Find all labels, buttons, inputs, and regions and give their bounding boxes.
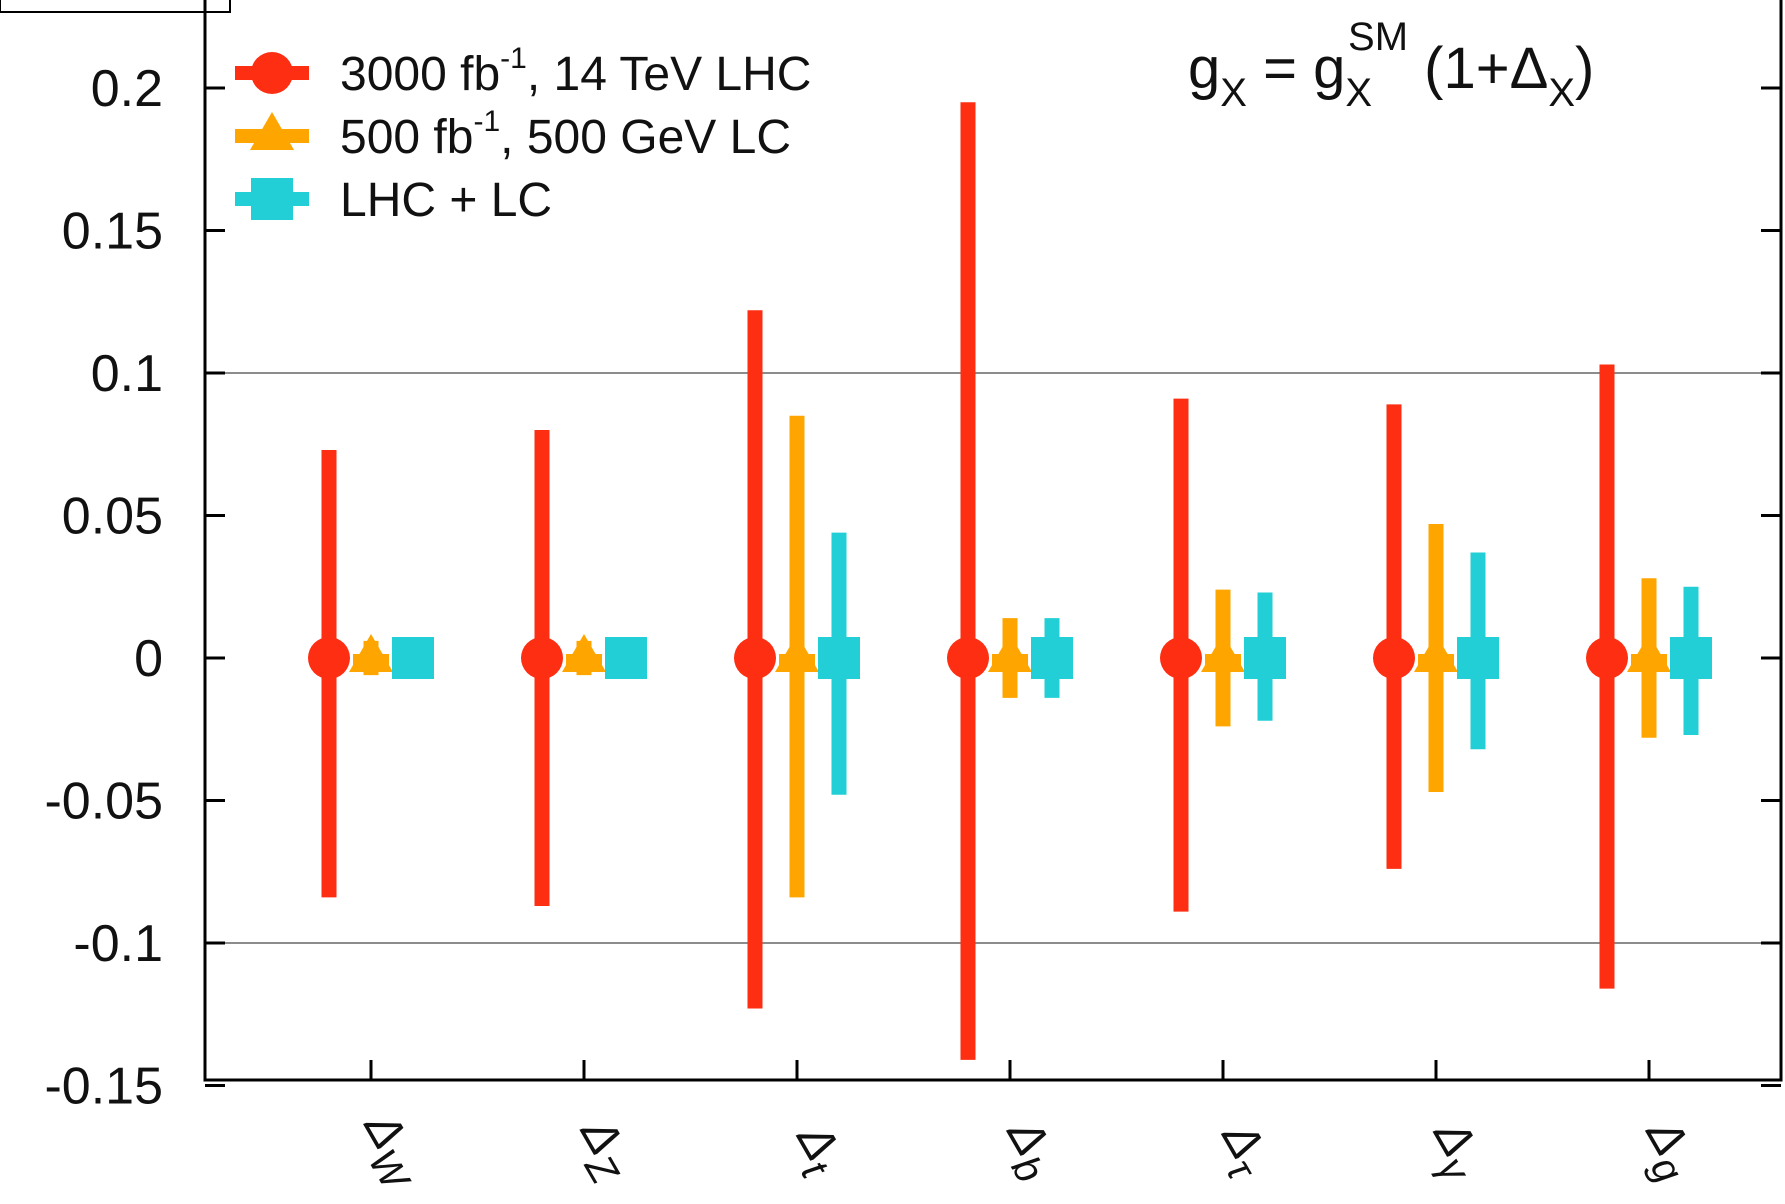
legend-label: 3000 fb-1, 14 TeV LHC — [340, 42, 811, 101]
data-point-triangle-cap — [779, 654, 815, 670]
formula-subscript: X — [1345, 71, 1372, 115]
data-point-triangle-cap — [1205, 654, 1241, 670]
data-point-circle — [1586, 637, 1628, 679]
legend-item: 3000 fb-1, 14 TeV LHC — [235, 42, 811, 101]
legend-label-sup: -1 — [473, 105, 500, 138]
data-point-circle — [1160, 637, 1202, 679]
x-category-label: Δg — [1625, 1110, 1709, 1191]
corner-box — [0, 0, 231, 13]
data-point-triangle-cap — [1418, 654, 1454, 670]
data-point-triangle-cap — [353, 654, 389, 670]
series-1 — [349, 415, 1671, 898]
data-point-circle — [308, 637, 350, 679]
x-category-label: Δτ — [1201, 1113, 1283, 1190]
data-point-triangle-cap — [992, 654, 1028, 670]
data-point-square — [1244, 637, 1286, 679]
data-point-square — [1031, 637, 1073, 679]
x-category-label: Δt — [776, 1114, 855, 1187]
formula-superscript: SM — [1348, 15, 1408, 59]
legend-label-main: 3000 fb — [340, 48, 500, 101]
y-axis: -0.15 -0.1 -0.05 0 0.05 0.1 0.15 0.2 — [44, 60, 1781, 1116]
formula-part: g — [1313, 36, 1345, 101]
formula-subscript: X — [1220, 71, 1247, 115]
y-tick-label: -0.05 — [44, 773, 163, 831]
data-point-circle — [1373, 637, 1415, 679]
data-point-triangle-cap — [566, 654, 602, 670]
formula-subscript: X — [1548, 71, 1575, 115]
y-tick-label: -0.1 — [73, 915, 163, 973]
y-tick-label: 0.2 — [91, 60, 163, 118]
gridlines — [205, 372, 1781, 944]
legend-label: LHC + LC — [340, 174, 552, 227]
series-0 — [308, 102, 1628, 1060]
legend-label-rest: , 14 TeV LHC — [527, 48, 812, 101]
legend-label-main: 500 fb — [340, 111, 473, 164]
data-point-triangle-cap — [1631, 654, 1667, 670]
legend-item: LHC + LC — [235, 174, 552, 227]
legend-label-main: LHC + LC — [340, 174, 552, 227]
data-point-circle — [734, 637, 776, 679]
formula-part: Δ — [1510, 36, 1549, 101]
y-tick-label: 0.05 — [62, 488, 163, 546]
data-series — [308, 102, 1712, 1060]
data-point-circle — [947, 637, 989, 679]
formula-part: ) — [1575, 36, 1594, 101]
y-tick-label: 0 — [134, 630, 163, 688]
legend-label: 500 fb-1, 500 GeV LC — [340, 105, 791, 164]
y-tick-label: 0.15 — [62, 203, 163, 261]
formula-text: gX = gXSM (1+ΔX) — [1188, 15, 1594, 115]
formula-annotation: gX = gXSM (1+ΔX) — [1188, 15, 1594, 115]
legend-label-rest: , 500 GeV LC — [500, 111, 791, 164]
plot-area-frame — [203, 0, 1783, 1082]
x-category-label: Δb — [986, 1110, 1070, 1191]
y-tick-label: -0.15 — [44, 1058, 163, 1116]
data-point-square — [392, 637, 434, 679]
data-point-square — [818, 637, 860, 679]
series-2 — [392, 532, 1712, 795]
data-point-square — [1457, 637, 1499, 679]
x-category-label: Δγ — [1413, 1111, 1497, 1191]
legend-item: 500 fb-1, 500 GeV LC — [235, 105, 791, 164]
legend-marker-square — [251, 178, 293, 220]
formula-part: (1+ — [1408, 36, 1510, 101]
formula-part: g — [1188, 36, 1220, 101]
x-category-label: ΔZ — [559, 1109, 645, 1193]
data-point-circle — [521, 637, 563, 679]
data-point-square — [605, 637, 647, 679]
x-category-label: ΔW — [343, 1103, 436, 1200]
legend-label-sup: -1 — [500, 42, 527, 75]
formula-part: = — [1247, 36, 1313, 101]
legend-marker-triangle — [250, 112, 294, 150]
y-tick-label: 0.1 — [91, 345, 163, 403]
legend-marker-circle — [251, 52, 293, 94]
data-point-square — [1670, 637, 1712, 679]
